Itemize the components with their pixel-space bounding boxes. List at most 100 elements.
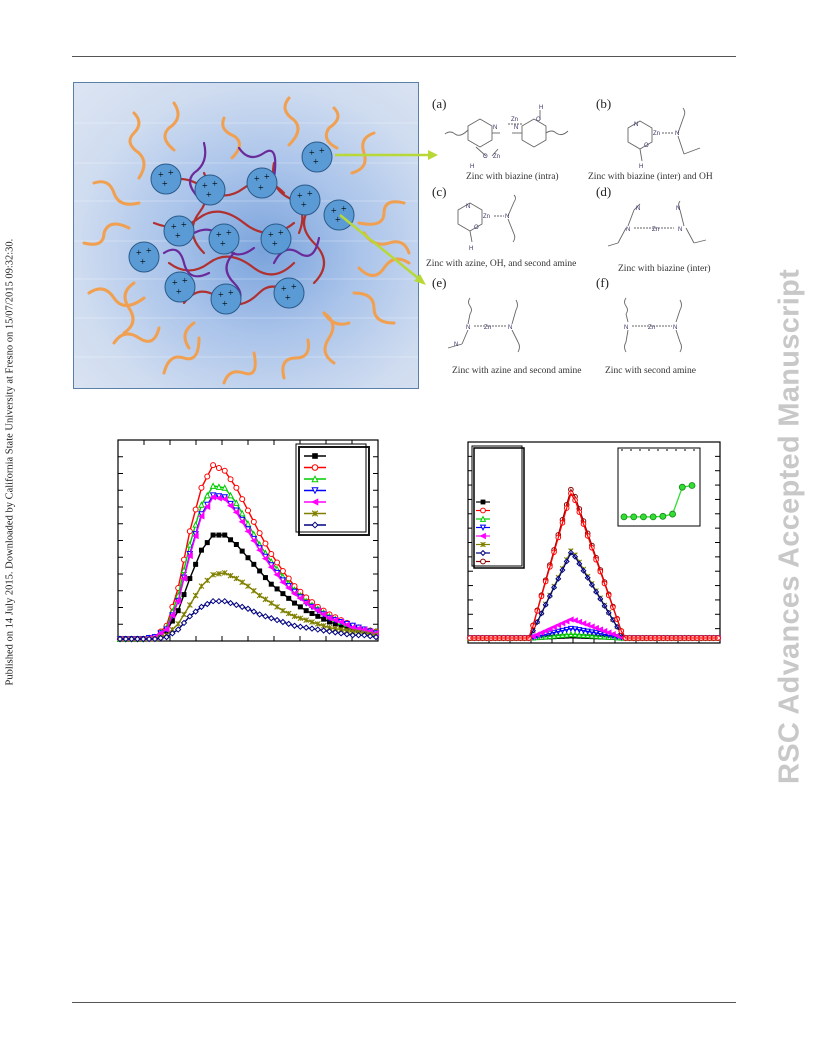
svg-text:O: O [536, 117, 541, 123]
left-series-point [245, 555, 251, 561]
svg-text:+: + [182, 276, 188, 287]
caption-e: Zinc with azine and second amine [452, 366, 582, 376]
left-series-point [273, 571, 281, 579]
left-series-point [233, 542, 239, 547]
svg-text:Zn: Zn [648, 325, 655, 331]
svg-text:N: N [678, 227, 682, 233]
svg-text:N: N [466, 325, 470, 331]
left-legend-marker [312, 453, 318, 459]
left-series-point [210, 571, 216, 578]
caption-c: Zinc with azine, OH, and second amine [426, 259, 577, 269]
left-series-point [302, 624, 310, 631]
footer-rule [72, 1002, 736, 1003]
left-series-point [216, 570, 222, 577]
left-series-point [233, 499, 240, 506]
micelle-illustration: + + + + + + + + + + + + + + + + + + + + + + + + + + + + + + … [73, 82, 419, 389]
left-series-point [250, 608, 258, 615]
left-series-point [221, 597, 228, 605]
panel-label-f: (f) [596, 275, 609, 290]
svg-text:N: N [466, 204, 470, 210]
left-series-point [250, 518, 257, 525]
inset-point [649, 513, 657, 521]
left-series-point [181, 611, 187, 618]
left-series-point [186, 602, 193, 608]
left-legend-marker [311, 475, 319, 483]
left-series-point [256, 592, 263, 599]
left-series-point [197, 512, 205, 520]
left-series-point [297, 623, 304, 630]
left-series-point [239, 579, 246, 586]
left-series-point [192, 592, 199, 599]
left-series-point [192, 608, 199, 615]
svg-text:+: + [281, 284, 287, 295]
right-chart-inset [617, 447, 701, 527]
left-series-point [204, 473, 211, 480]
left-series-point [338, 623, 344, 629]
svg-text:Zn: Zn [652, 227, 659, 233]
left-series-point [186, 540, 194, 548]
left-series-point [291, 613, 298, 620]
left-series-point [343, 631, 351, 638]
structure-e: N Zn N N [447, 297, 520, 353]
panel-label-a: (a) [432, 96, 447, 111]
svg-text:+: + [258, 183, 264, 194]
left-series-point [285, 584, 292, 592]
left-series-point [145, 635, 153, 643]
right-legend-marker [480, 541, 486, 548]
scan-lines [74, 122, 418, 358]
inset-point [669, 510, 676, 518]
left-series-point [309, 619, 315, 625]
svg-text:+: + [222, 299, 228, 310]
left-series-point [314, 607, 321, 614]
publication-note-text: Published on 14 July 2015. Downloaded by… [4, 238, 16, 686]
left-series-point [321, 616, 327, 622]
svg-text:Zn: Zn [484, 325, 491, 331]
watermark-text: RSC Advances Accepted Manuscript [773, 268, 806, 785]
left-series-point [280, 591, 286, 597]
left-series-point [221, 495, 228, 503]
left-chart [116, 439, 380, 643]
arrow-e-head [414, 274, 426, 285]
left-series-point [244, 520, 252, 527]
structure-b: N Zn N O H [627, 107, 701, 170]
svg-text:H: H [470, 164, 474, 170]
left-series-point [227, 491, 234, 499]
left-series-point [180, 619, 188, 627]
left-series-point [314, 620, 321, 627]
right-chart-legend [471, 445, 525, 569]
left-series-point [239, 548, 245, 554]
svg-text:+: + [220, 239, 226, 250]
left-series-point [221, 467, 228, 474]
svg-text:N: N [493, 125, 497, 131]
svg-text:O: O [474, 225, 479, 231]
caption-b: Zinc with biazine (inter) and OH [588, 172, 713, 182]
left-series-point [308, 603, 315, 611]
left-series-point [331, 616, 339, 624]
left-series-point [256, 546, 263, 554]
left-series-point [140, 635, 147, 643]
left-series-point [302, 599, 310, 607]
left-series-point [343, 621, 350, 629]
right-series-line [470, 491, 718, 639]
left-series-point [297, 615, 304, 622]
left-series-point [151, 635, 159, 643]
left-series-point [169, 630, 176, 637]
purple-chains [162, 141, 321, 310]
svg-text:+: + [254, 174, 260, 185]
svg-text:+: + [272, 239, 278, 250]
left-series-point [181, 592, 187, 598]
svg-text:Zn: Zn [493, 154, 500, 160]
svg-text:N: N [626, 227, 630, 233]
left-series-point [128, 635, 135, 643]
left-series-point [192, 506, 199, 513]
left-series-point [193, 561, 199, 567]
left-series-point [215, 483, 223, 490]
left-series-point [344, 625, 350, 631]
publication-side-note: Published on 14 July 2015. Downloaded by… [0, 0, 24, 1056]
right-legend-marker [480, 558, 486, 565]
right-legend-marker [479, 524, 487, 532]
left-series-point [163, 633, 170, 641]
left-series-point [296, 595, 304, 602]
left-series-point [332, 621, 338, 627]
left-series-point [198, 583, 205, 589]
